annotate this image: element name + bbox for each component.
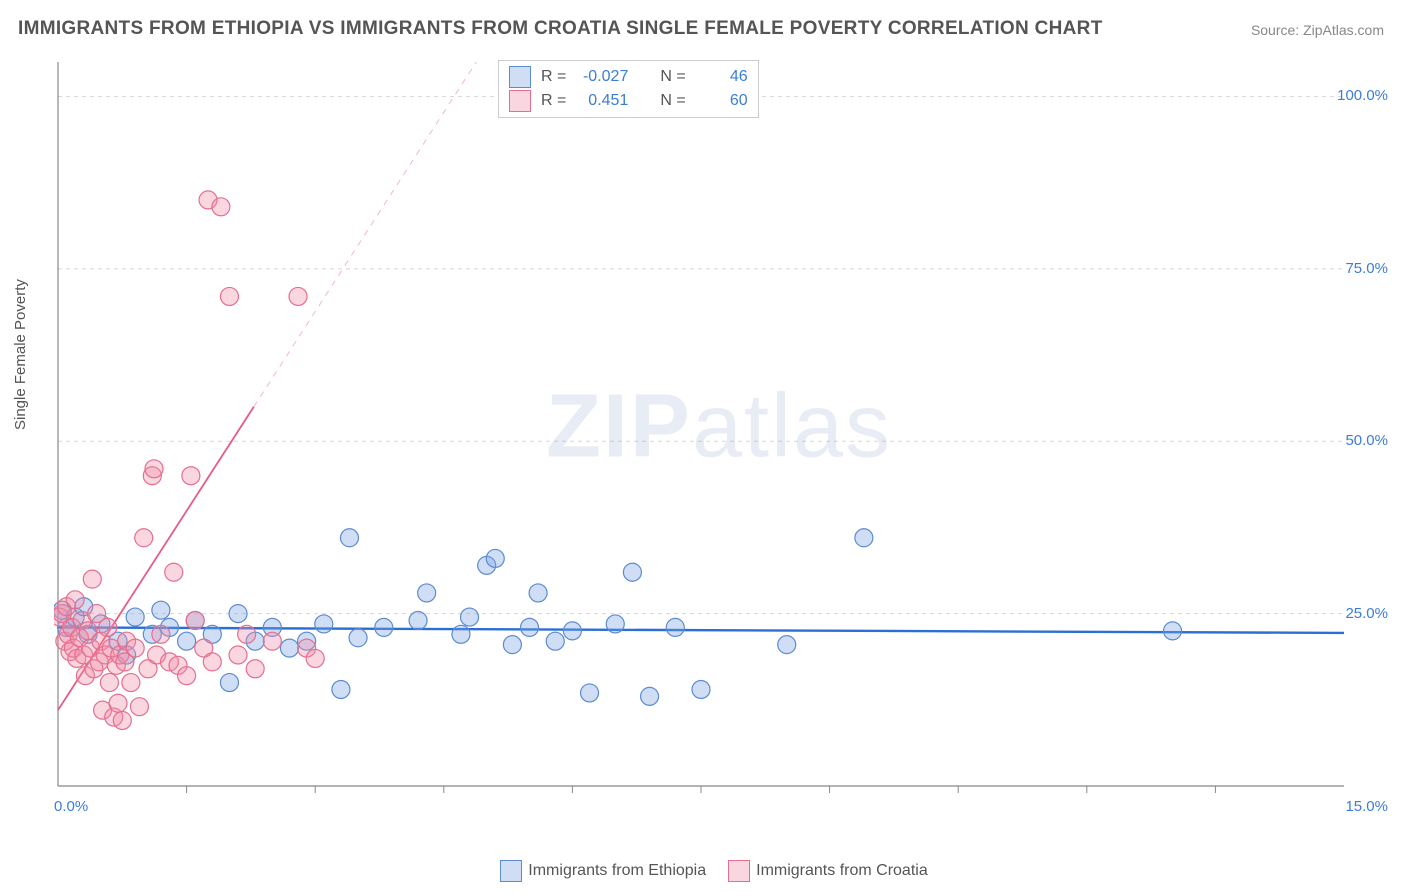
stats-box: R =-0.027N =46R =0.451N =60 <box>498 60 759 118</box>
chart-title: IMMIGRANTS FROM ETHIOPIA VS IMMIGRANTS F… <box>18 18 1103 40</box>
stats-row: R =0.451N =60 <box>509 89 748 113</box>
y-tick-label: 25.0% <box>1345 605 1388 622</box>
legend-swatch <box>509 90 531 112</box>
scatter-chart <box>54 56 1384 814</box>
legend-swatch <box>509 66 531 88</box>
y-axis-label: Single Female Poverty <box>12 279 29 430</box>
chart-area: ZIPatlas R =-0.027N =46R =0.451N =60 25.… <box>54 56 1384 814</box>
x-tick-label: 0.0% <box>54 798 88 815</box>
stats-row: R =-0.027N =46 <box>509 65 748 89</box>
source-label: Source: ZipAtlas.com <box>1251 22 1384 38</box>
y-tick-label: 100.0% <box>1337 87 1388 104</box>
y-tick-label: 75.0% <box>1345 260 1388 277</box>
legend-swatch <box>500 860 522 882</box>
legend-bottom: Immigrants from Ethiopia Immigrants from … <box>0 860 1406 882</box>
x-tick-label: 15.0% <box>1345 798 1388 815</box>
legend-label: Immigrants from Croatia <box>756 862 928 879</box>
legend-label: Immigrants from Ethiopia <box>528 862 706 879</box>
legend-swatch <box>728 860 750 882</box>
y-tick-label: 50.0% <box>1345 432 1388 449</box>
